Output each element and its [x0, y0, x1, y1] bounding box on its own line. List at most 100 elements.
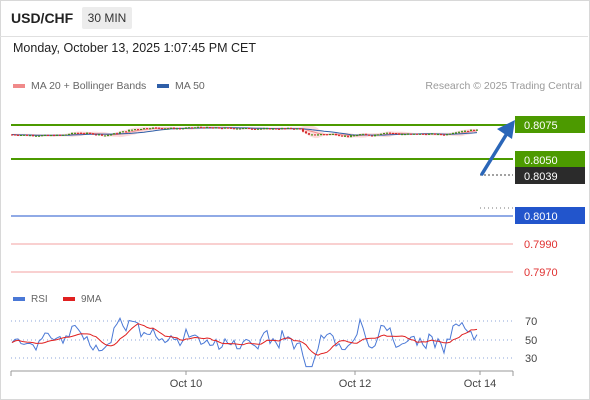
candle-body — [53, 135, 55, 137]
chart-header: USD/CHF 30 MIN — [0, 0, 588, 37]
svg-text:0.8010: 0.8010 — [524, 211, 558, 223]
candle-body — [425, 134, 427, 136]
candle-body — [326, 134, 328, 136]
candle-body — [161, 128, 163, 130]
candle-body — [101, 134, 103, 136]
candle-body — [353, 135, 355, 137]
candle-body — [338, 135, 340, 137]
candle-body — [191, 127, 193, 129]
candle-body — [149, 128, 151, 130]
candle-body — [47, 134, 49, 136]
candle-body — [71, 132, 73, 135]
candle-body — [107, 135, 109, 137]
legend-label-rsi: RSI — [31, 294, 48, 305]
candle-body — [389, 132, 391, 134]
candle-body — [89, 132, 91, 134]
candle-body — [122, 131, 124, 133]
candle-body — [434, 133, 436, 135]
candle-body — [26, 134, 28, 136]
legend-swatch-rsi — [13, 297, 25, 302]
candle-body — [464, 130, 466, 132]
candle-body — [368, 134, 370, 136]
symbol-title: USD/CHF — [11, 10, 74, 26]
copyright-text: Research © 2025 Trading Central — [425, 80, 582, 92]
candle-body — [167, 128, 169, 130]
candle-body — [476, 129, 478, 131]
forecast-arrow — [480, 120, 515, 176]
bollinger-band-area — [12, 125, 477, 139]
candle-body — [410, 133, 412, 135]
candle-body — [335, 133, 337, 136]
candle-body — [350, 135, 352, 137]
candle-body — [35, 135, 37, 137]
candle-body — [50, 135, 52, 137]
candle-body — [11, 134, 13, 136]
level-label-0.8039: 0.8039 — [515, 167, 585, 184]
candle-body — [290, 127, 292, 129]
candle-body — [194, 127, 196, 129]
candle-body — [65, 134, 67, 136]
level-label-0.8010: 0.8010 — [515, 207, 585, 224]
candle-body — [218, 127, 220, 129]
candle-body — [68, 134, 70, 136]
candle-body — [164, 128, 166, 130]
candle-body — [473, 129, 475, 131]
candle-body — [104, 135, 106, 137]
candle-body — [152, 127, 154, 129]
candle-body — [278, 128, 280, 130]
rsi-scale-70: 70 — [525, 316, 537, 328]
candle-body — [251, 128, 253, 130]
candle-body — [29, 135, 31, 137]
legend-rsi: RSI — [13, 294, 48, 305]
legend-label-9ma: 9MA — [81, 294, 102, 305]
candle-body — [308, 133, 310, 135]
candle-body — [56, 134, 58, 136]
candle-body — [386, 132, 388, 134]
candle-body — [92, 133, 94, 135]
candle-body — [224, 127, 226, 129]
candle-body — [446, 134, 448, 136]
candle-body — [392, 133, 394, 135]
candle-body — [254, 128, 256, 130]
candle-body — [323, 134, 325, 136]
candle-body — [299, 128, 301, 130]
candle-body — [98, 134, 100, 136]
x-label-oct14: Oct 14 — [464, 378, 496, 390]
candle-body — [287, 127, 289, 129]
candle-body — [401, 134, 403, 136]
candle-body — [110, 134, 112, 136]
candle-body — [182, 128, 184, 130]
candle-body — [119, 132, 121, 134]
timeframe-button[interactable]: 30 MIN — [82, 7, 132, 29]
candle-body — [230, 127, 232, 129]
candle-body — [209, 127, 211, 129]
candle-body — [179, 128, 181, 130]
candle-body — [269, 128, 271, 130]
candle-body — [137, 129, 139, 131]
candle-body — [206, 127, 208, 129]
level-label-0.7990: 0.7990 — [524, 239, 558, 251]
candle-body — [116, 133, 118, 135]
candle-body — [467, 130, 469, 132]
candle-body — [113, 133, 115, 135]
x-label-oct10: Oct 10 — [170, 378, 202, 390]
candle-body — [233, 128, 235, 130]
svg-text:0.8039: 0.8039 — [524, 171, 558, 183]
candle-body — [257, 128, 259, 130]
candle-body — [23, 134, 25, 136]
candle-body — [419, 133, 421, 135]
candle-body — [362, 134, 364, 136]
candle-body — [188, 127, 190, 129]
candle-body — [341, 135, 343, 137]
candle-body — [155, 127, 157, 129]
rsi-scale-50: 50 — [525, 335, 537, 347]
level-label-0.8075: 0.8075 — [515, 116, 585, 133]
candle-body — [158, 127, 160, 129]
candle-body — [176, 128, 178, 130]
candle-body — [422, 133, 424, 135]
candle-body — [443, 134, 445, 136]
candle-body — [74, 132, 76, 134]
candle-body — [359, 134, 361, 136]
candle-body — [140, 128, 142, 130]
